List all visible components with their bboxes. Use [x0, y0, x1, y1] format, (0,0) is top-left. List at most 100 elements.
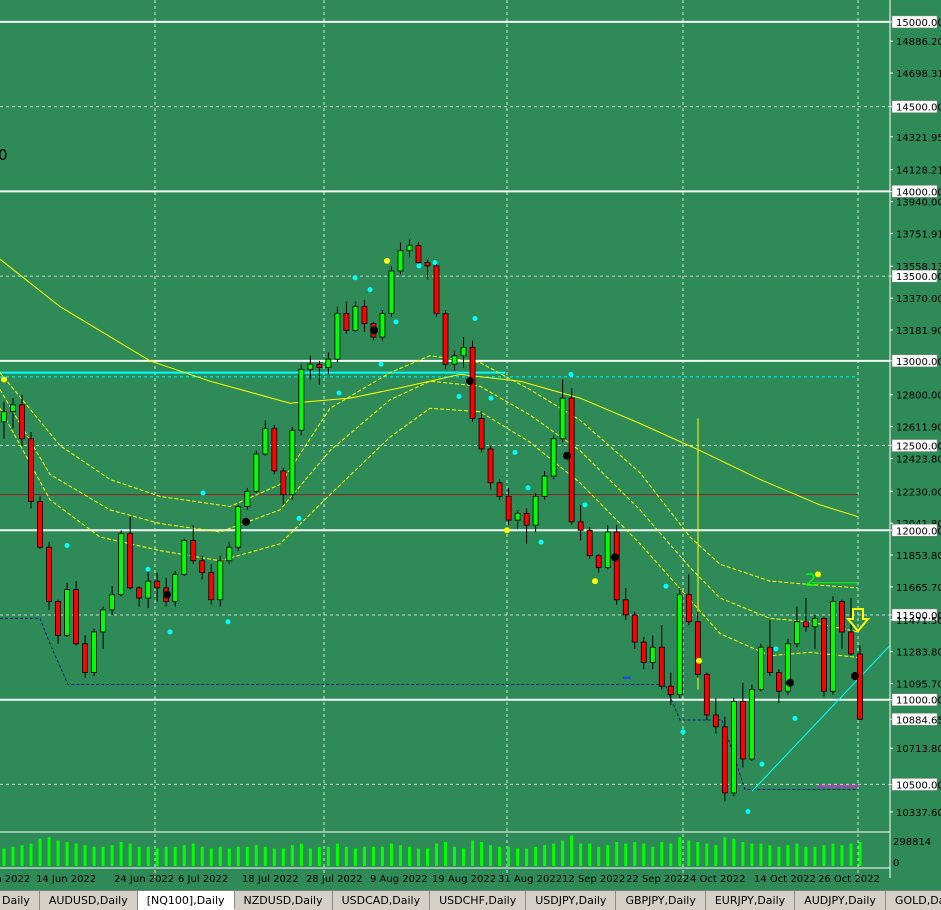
volume-bar — [281, 848, 285, 866]
volume-bar — [750, 843, 754, 866]
candle-body — [487, 448, 494, 484]
volume-bar — [146, 846, 150, 866]
candle-body — [55, 601, 61, 636]
candle-body — [433, 265, 440, 314]
chart-tab[interactable]: USDCAD,Daily — [333, 891, 431, 910]
candle-body — [478, 418, 485, 450]
price-label-box — [891, 524, 938, 537]
volume-bar — [317, 846, 321, 866]
volume-bar — [552, 843, 556, 866]
volume-bar — [813, 846, 817, 866]
candle — [100, 606, 107, 649]
volume-bar — [804, 846, 808, 866]
price-label-box — [891, 15, 938, 29]
volume-bar — [714, 845, 718, 866]
chart-tab[interactable]: Daily — [0, 891, 40, 910]
candle-body — [586, 529, 593, 557]
price-tick-label: 10713.80 — [896, 744, 941, 755]
candle — [748, 684, 755, 761]
volume-zero-label: 0 — [893, 858, 899, 869]
volume-bar — [723, 837, 727, 866]
candle — [640, 637, 647, 670]
candle — [109, 586, 116, 615]
candle-body — [442, 312, 449, 365]
candle-body — [776, 672, 782, 692]
chart-tab[interactable]: EURJPY,Daily — [706, 891, 796, 910]
pivot-marker — [163, 590, 171, 599]
chart-tab[interactable]: AUDJPY,Daily — [795, 891, 886, 910]
volume-bar — [83, 845, 87, 866]
signal-dot-cyan — [538, 539, 544, 545]
signal-dot-cyan — [582, 502, 588, 508]
time-tick-label: 18 Jul 2022 — [242, 874, 299, 885]
candle-body — [857, 653, 863, 720]
volume-bar — [11, 846, 15, 866]
candle — [559, 379, 566, 443]
volume-bar — [777, 846, 781, 866]
candle — [406, 238, 413, 258]
candle — [352, 301, 359, 333]
candle — [676, 587, 683, 699]
signal-dot-cyan — [145, 566, 151, 572]
time-tick-label: 12 Sep 2022 — [562, 874, 625, 885]
candle-body — [812, 617, 818, 628]
signal-dot-cyan — [792, 715, 798, 721]
price-label-box — [891, 713, 938, 726]
chart-tab[interactable]: USDJPY,Daily — [526, 891, 617, 910]
volume-bar — [263, 846, 267, 866]
price-axis[interactable]: 15000.00 14886.20 14698.31 14500.00 14321.95… — [889, 0, 941, 878]
volume-bar — [498, 846, 502, 866]
candle — [64, 582, 70, 638]
volume-bar — [471, 840, 475, 866]
candle-body — [685, 594, 692, 623]
signal-dot-yellow — [384, 257, 390, 264]
chart-tab[interactable]: GBPJPY,Daily — [616, 891, 706, 910]
price-tick-label: 13370.00 — [896, 294, 941, 305]
candle-body — [694, 621, 701, 675]
volume-bar — [453, 846, 457, 866]
candle-body — [730, 701, 737, 794]
volume-bar — [65, 842, 69, 866]
candle-body — [28, 438, 34, 502]
volume-bar — [858, 842, 862, 866]
time-axis[interactable]: Jun 2022 14 Jun 2022 24 Jun 2022 6 Jul 2022… — [0, 867, 890, 885]
plot-area — [0, 0, 890, 890]
volume-max-label: 298814 — [893, 837, 931, 848]
volume-bar — [534, 846, 538, 866]
candle — [235, 504, 242, 551]
volume-bar — [525, 848, 529, 866]
chart-tab[interactable]: NZDUSD,Daily — [235, 891, 333, 910]
candle — [361, 299, 368, 333]
signal-markers — [1, 257, 859, 815]
chart-tab-bar: Daily AUDUSD,Daily [NQ100],Daily NZDUSD,Dai… — [0, 890, 941, 910]
volume-bar — [444, 842, 448, 866]
down-arrow-icon — [845, 608, 871, 633]
chart-tab[interactable]: [NQ100],Daily — [137, 891, 235, 910]
volume-bar — [182, 845, 186, 866]
candle-body — [505, 495, 512, 521]
candle — [280, 467, 287, 505]
candle-body — [352, 306, 359, 331]
signal-dot-cyan — [225, 619, 231, 625]
candle — [721, 716, 728, 802]
signal-dot-cyan — [773, 646, 779, 652]
candle — [460, 337, 467, 368]
candle — [766, 620, 773, 676]
chart-tab[interactable]: GOLD,Daily — [886, 891, 941, 910]
candle-body — [289, 429, 296, 496]
signal-dot-yellow — [815, 571, 821, 578]
candle-body — [100, 609, 107, 633]
volume-bar — [371, 846, 375, 866]
candle-body — [73, 589, 79, 645]
candle-body — [361, 306, 368, 324]
price-chart[interactable]: 298814 0 15000.00 14886.20 14698.31 14500.00… — [0, 0, 941, 890]
chart-tab[interactable]: USDCHF,Daily — [430, 891, 527, 910]
time-tick-label: 6 Jul 2022 — [178, 874, 228, 885]
chart-tab[interactable]: AUDUSD,Daily — [40, 891, 138, 910]
signal-dot-cyan — [296, 515, 302, 521]
pivot-marker — [563, 451, 571, 460]
price-tick-label: 10337.60 — [896, 808, 941, 819]
price-tick-label: 14500.00 — [896, 103, 941, 114]
candle — [839, 599, 845, 649]
pivot-marker — [611, 553, 619, 562]
